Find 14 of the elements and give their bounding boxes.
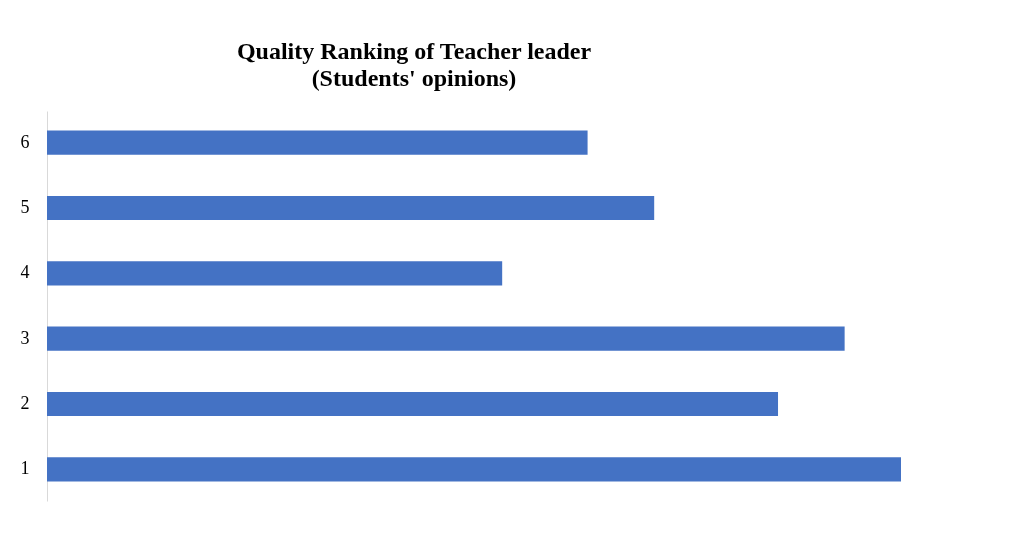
chart-title: Quality Ranking of Teacher leader (236, 38, 592, 64)
bar (47, 130, 588, 155)
y-tick-label: 5 (20, 197, 30, 218)
y-tick-label: 2 (20, 392, 30, 413)
bar (47, 195, 655, 221)
bar (47, 326, 845, 351)
bar (47, 261, 503, 286)
y-tick-label: 4 (20, 262, 30, 283)
y-tick-label: 6 (20, 131, 30, 152)
y-tick-label: 3 (20, 327, 30, 348)
bar (47, 391, 779, 417)
y-tick-label: 1 (20, 458, 30, 479)
bar (47, 457, 901, 482)
chart-subtitle: (Students' opinions) (311, 65, 517, 91)
